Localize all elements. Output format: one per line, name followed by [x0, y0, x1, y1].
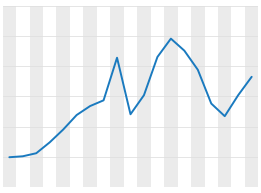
Bar — [70, 6, 83, 187]
Bar — [151, 6, 164, 187]
Bar — [164, 6, 178, 187]
Bar — [205, 6, 218, 187]
Bar — [3, 6, 16, 187]
Bar — [245, 6, 258, 187]
Bar — [110, 6, 124, 187]
Bar — [232, 6, 245, 187]
Bar — [29, 6, 43, 187]
Bar — [191, 6, 205, 187]
Bar — [218, 6, 232, 187]
Bar — [83, 6, 97, 187]
Bar — [137, 6, 151, 187]
Bar — [178, 6, 191, 187]
Bar — [16, 6, 29, 187]
Bar — [43, 6, 56, 187]
Bar — [97, 6, 110, 187]
Bar — [124, 6, 137, 187]
Bar — [56, 6, 70, 187]
